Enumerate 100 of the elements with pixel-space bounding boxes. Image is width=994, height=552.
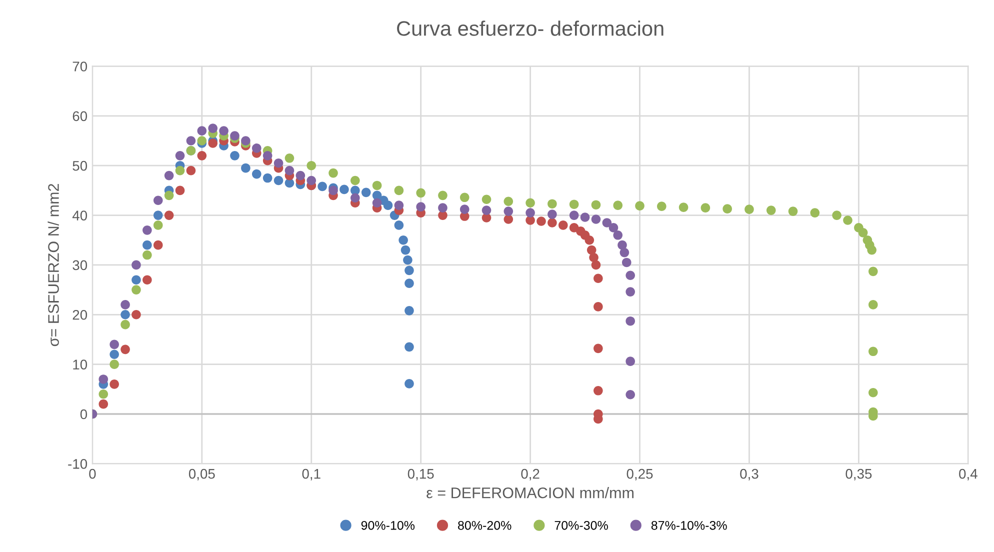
point — [132, 260, 141, 270]
point — [120, 320, 130, 330]
point — [868, 300, 878, 310]
x-tick-label: 0,1 — [302, 468, 320, 480]
point — [241, 136, 250, 146]
point — [132, 275, 141, 285]
x-tick-label: 0,2 — [521, 468, 540, 480]
point — [591, 214, 601, 224]
y-tick-label: 20 — [72, 310, 88, 320]
point — [482, 206, 492, 215]
point — [394, 186, 404, 196]
y-tick-label: 30 — [72, 260, 88, 270]
point — [142, 240, 152, 250]
point — [482, 194, 492, 204]
point — [548, 218, 557, 228]
point — [504, 214, 514, 224]
point — [460, 204, 470, 214]
point — [404, 306, 414, 316]
point — [843, 216, 852, 225]
point — [274, 176, 284, 186]
point — [318, 182, 327, 192]
point — [262, 151, 272, 160]
point — [142, 250, 152, 260]
point — [372, 180, 382, 190]
point — [626, 270, 636, 280]
point — [153, 210, 163, 220]
y-tick-label: 40 — [72, 210, 88, 220]
point — [594, 386, 603, 396]
point — [241, 163, 250, 173]
point — [98, 374, 108, 384]
point — [832, 210, 842, 220]
point — [284, 166, 294, 176]
y-tick-label: 10 — [73, 360, 88, 370]
point — [306, 160, 316, 170]
point — [186, 136, 196, 146]
point — [526, 198, 535, 208]
point — [153, 240, 163, 250]
point — [120, 310, 130, 320]
point — [591, 200, 601, 210]
point — [296, 170, 306, 180]
point — [328, 186, 338, 196]
point — [142, 226, 152, 235]
y-tick-label: 0 — [80, 409, 88, 420]
point — [175, 166, 185, 176]
point — [626, 316, 636, 326]
point — [252, 169, 262, 179]
point — [526, 208, 535, 218]
point — [230, 131, 240, 140]
point — [536, 216, 546, 226]
point — [208, 138, 218, 148]
point — [622, 258, 632, 268]
point — [186, 166, 196, 176]
point — [361, 188, 371, 198]
point — [219, 126, 228, 136]
point — [132, 310, 141, 320]
point — [586, 245, 596, 255]
y-axis-title: σ= ESFUERZO N/ mm2 — [48, 184, 59, 346]
point — [744, 204, 754, 214]
x-tick-label: 0 — [89, 468, 96, 479]
point — [569, 200, 579, 210]
point — [416, 202, 426, 212]
point — [635, 201, 644, 210]
point — [252, 144, 262, 153]
point — [284, 153, 294, 163]
point — [120, 344, 130, 354]
chart-title: Curva esfuerzo- deformacion — [397, 20, 664, 36]
point — [404, 342, 414, 352]
point — [383, 200, 393, 210]
point — [608, 223, 618, 232]
point — [306, 176, 316, 186]
point — [394, 220, 404, 230]
legend-label: 70%-30% — [554, 520, 608, 530]
point — [810, 208, 820, 218]
point — [350, 193, 360, 203]
point — [340, 184, 349, 194]
y-tick-label: 70 — [72, 62, 88, 72]
point — [868, 346, 878, 356]
legend-label: 87%-10%-3% — [651, 520, 727, 530]
point — [262, 173, 272, 183]
point — [858, 228, 868, 238]
point — [613, 200, 623, 210]
x-tick-label: 0,3 — [740, 468, 758, 480]
point — [164, 210, 174, 220]
point — [120, 300, 130, 310]
y-tick-label: 50 — [72, 160, 88, 171]
point — [230, 151, 240, 160]
point — [197, 151, 207, 160]
point — [580, 212, 590, 222]
x-tick-label: 0,35 — [846, 468, 872, 480]
point — [569, 210, 579, 220]
point — [404, 266, 414, 276]
point — [613, 230, 623, 240]
legend-label: 80%-20% — [458, 520, 512, 530]
point — [788, 206, 798, 216]
point — [164, 190, 174, 200]
point — [548, 199, 557, 209]
y-tick-label: -10 — [68, 459, 88, 469]
point — [416, 188, 426, 198]
point — [404, 379, 414, 388]
point — [868, 266, 878, 276]
